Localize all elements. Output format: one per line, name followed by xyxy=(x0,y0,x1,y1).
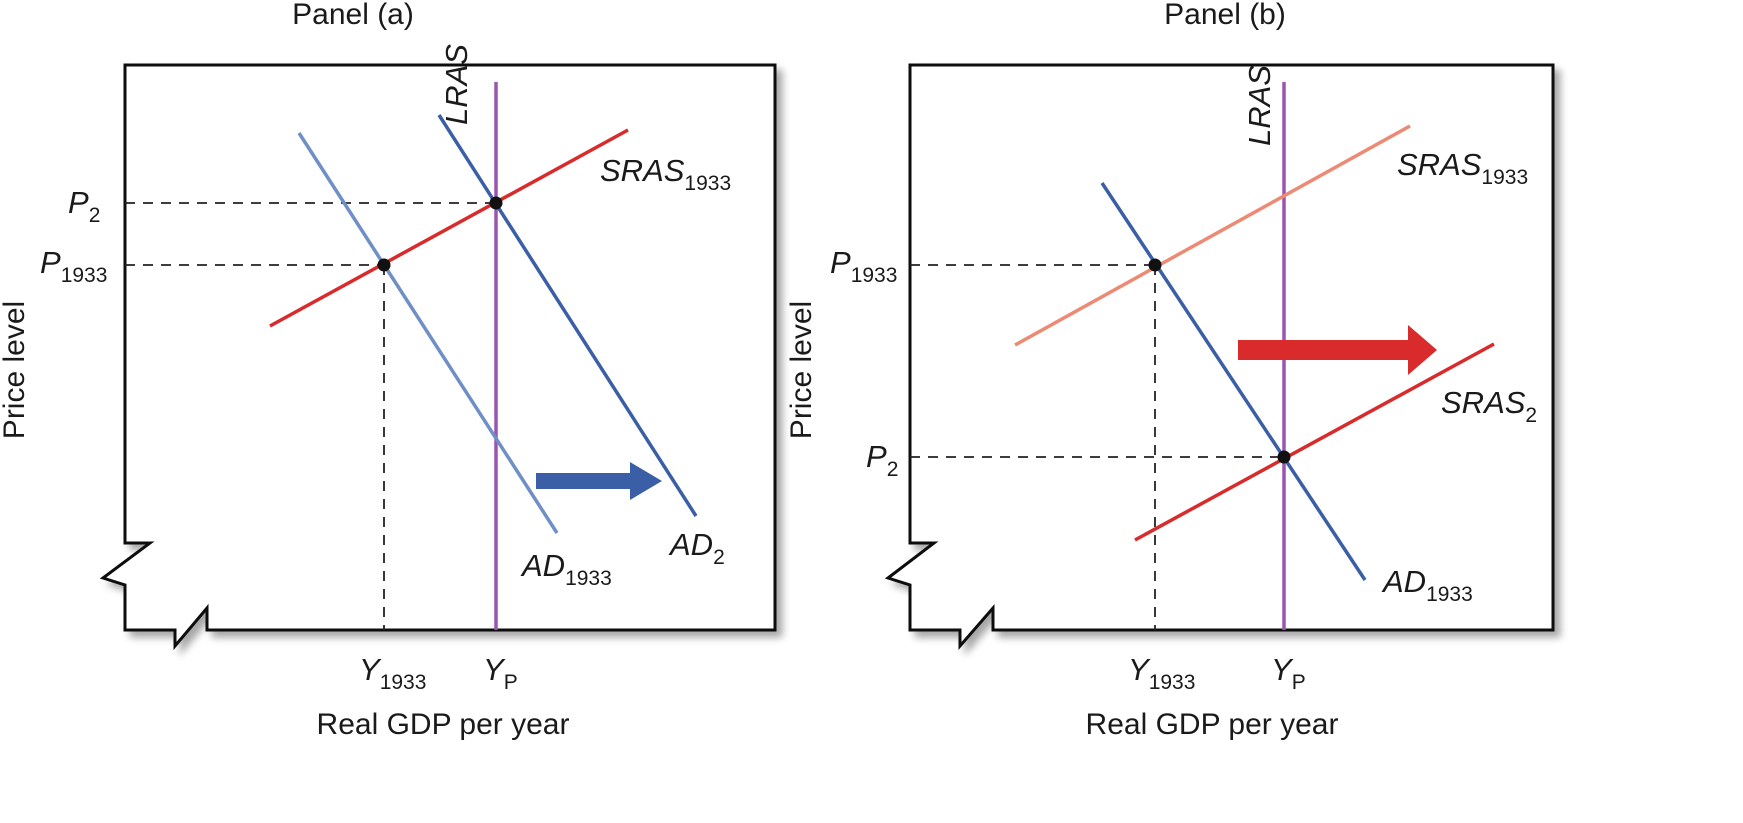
panel-b-lras-label: LRAS xyxy=(1242,65,1277,146)
panel-b-p1933-label: P1933 xyxy=(830,245,897,287)
panel-a: Panel (a) LRAS SRAS1933 AD1933 AD2 P2 P1… xyxy=(0,0,777,741)
panel-b-x-axis-title: Real GDP per year xyxy=(1086,708,1339,741)
panel-b-sras1933-label: SRAS1933 xyxy=(1397,147,1528,189)
panel-b-sras1933-line xyxy=(1014,124,1411,347)
panel-b-ad1933-line xyxy=(1100,182,1367,581)
panel-a-x-axis-title: Real GDP per year xyxy=(317,708,570,741)
panel-a-frame xyxy=(99,63,777,651)
panel-a-p2-label: P2 xyxy=(68,185,100,227)
panel-b-point-p2 xyxy=(1277,450,1291,464)
panel-a-y1933-label: Y1933 xyxy=(359,652,426,694)
panel-a-yp-label: YP xyxy=(483,652,518,694)
panel-a-point-p2 xyxy=(489,196,503,210)
panel-b-yp-label: YP xyxy=(1271,652,1306,694)
panel-a-ad1933-label: AD1933 xyxy=(520,548,612,590)
panel-a-sras1933-line xyxy=(269,128,629,328)
panel-b-guides xyxy=(910,264,1284,630)
panel-b: Panel (b) LRAS SRAS1933 SRAS2 AD1933 P19… xyxy=(785,0,1555,741)
panel-b-title: Panel (b) xyxy=(1164,0,1286,31)
panel-a-shift-arrow-icon xyxy=(536,462,662,500)
panel-b-sras2-label: SRAS2 xyxy=(1441,385,1537,427)
panel-a-point-p1933 xyxy=(377,258,391,272)
panel-a-guides xyxy=(125,202,496,630)
panel-a-ad2-line xyxy=(437,114,698,517)
panel-b-y1933-label: Y1933 xyxy=(1128,652,1195,694)
panel-a-title: Panel (a) xyxy=(292,0,414,31)
panel-b-frame xyxy=(884,63,1555,651)
panel-b-point-p1933 xyxy=(1148,258,1162,272)
panel-a-sras1933-label: SRAS1933 xyxy=(600,153,731,195)
panel-b-y-axis-title: Price level xyxy=(785,301,818,439)
panel-b-p2-label: P2 xyxy=(866,439,898,481)
panel-a-ad1933-line xyxy=(297,132,559,534)
panel-b-shift-arrow-icon xyxy=(1238,325,1437,375)
panel-a-ad2-label: AD2 xyxy=(668,527,725,569)
panel-a-y-axis-title: Price level xyxy=(0,301,31,439)
panel-b-ad1933-label: AD1933 xyxy=(1381,564,1473,606)
panel-b-sras2-line xyxy=(1134,342,1495,542)
panel-a-p1933-label: P1933 xyxy=(40,245,107,287)
panel-a-lras-label: LRAS xyxy=(439,44,474,125)
